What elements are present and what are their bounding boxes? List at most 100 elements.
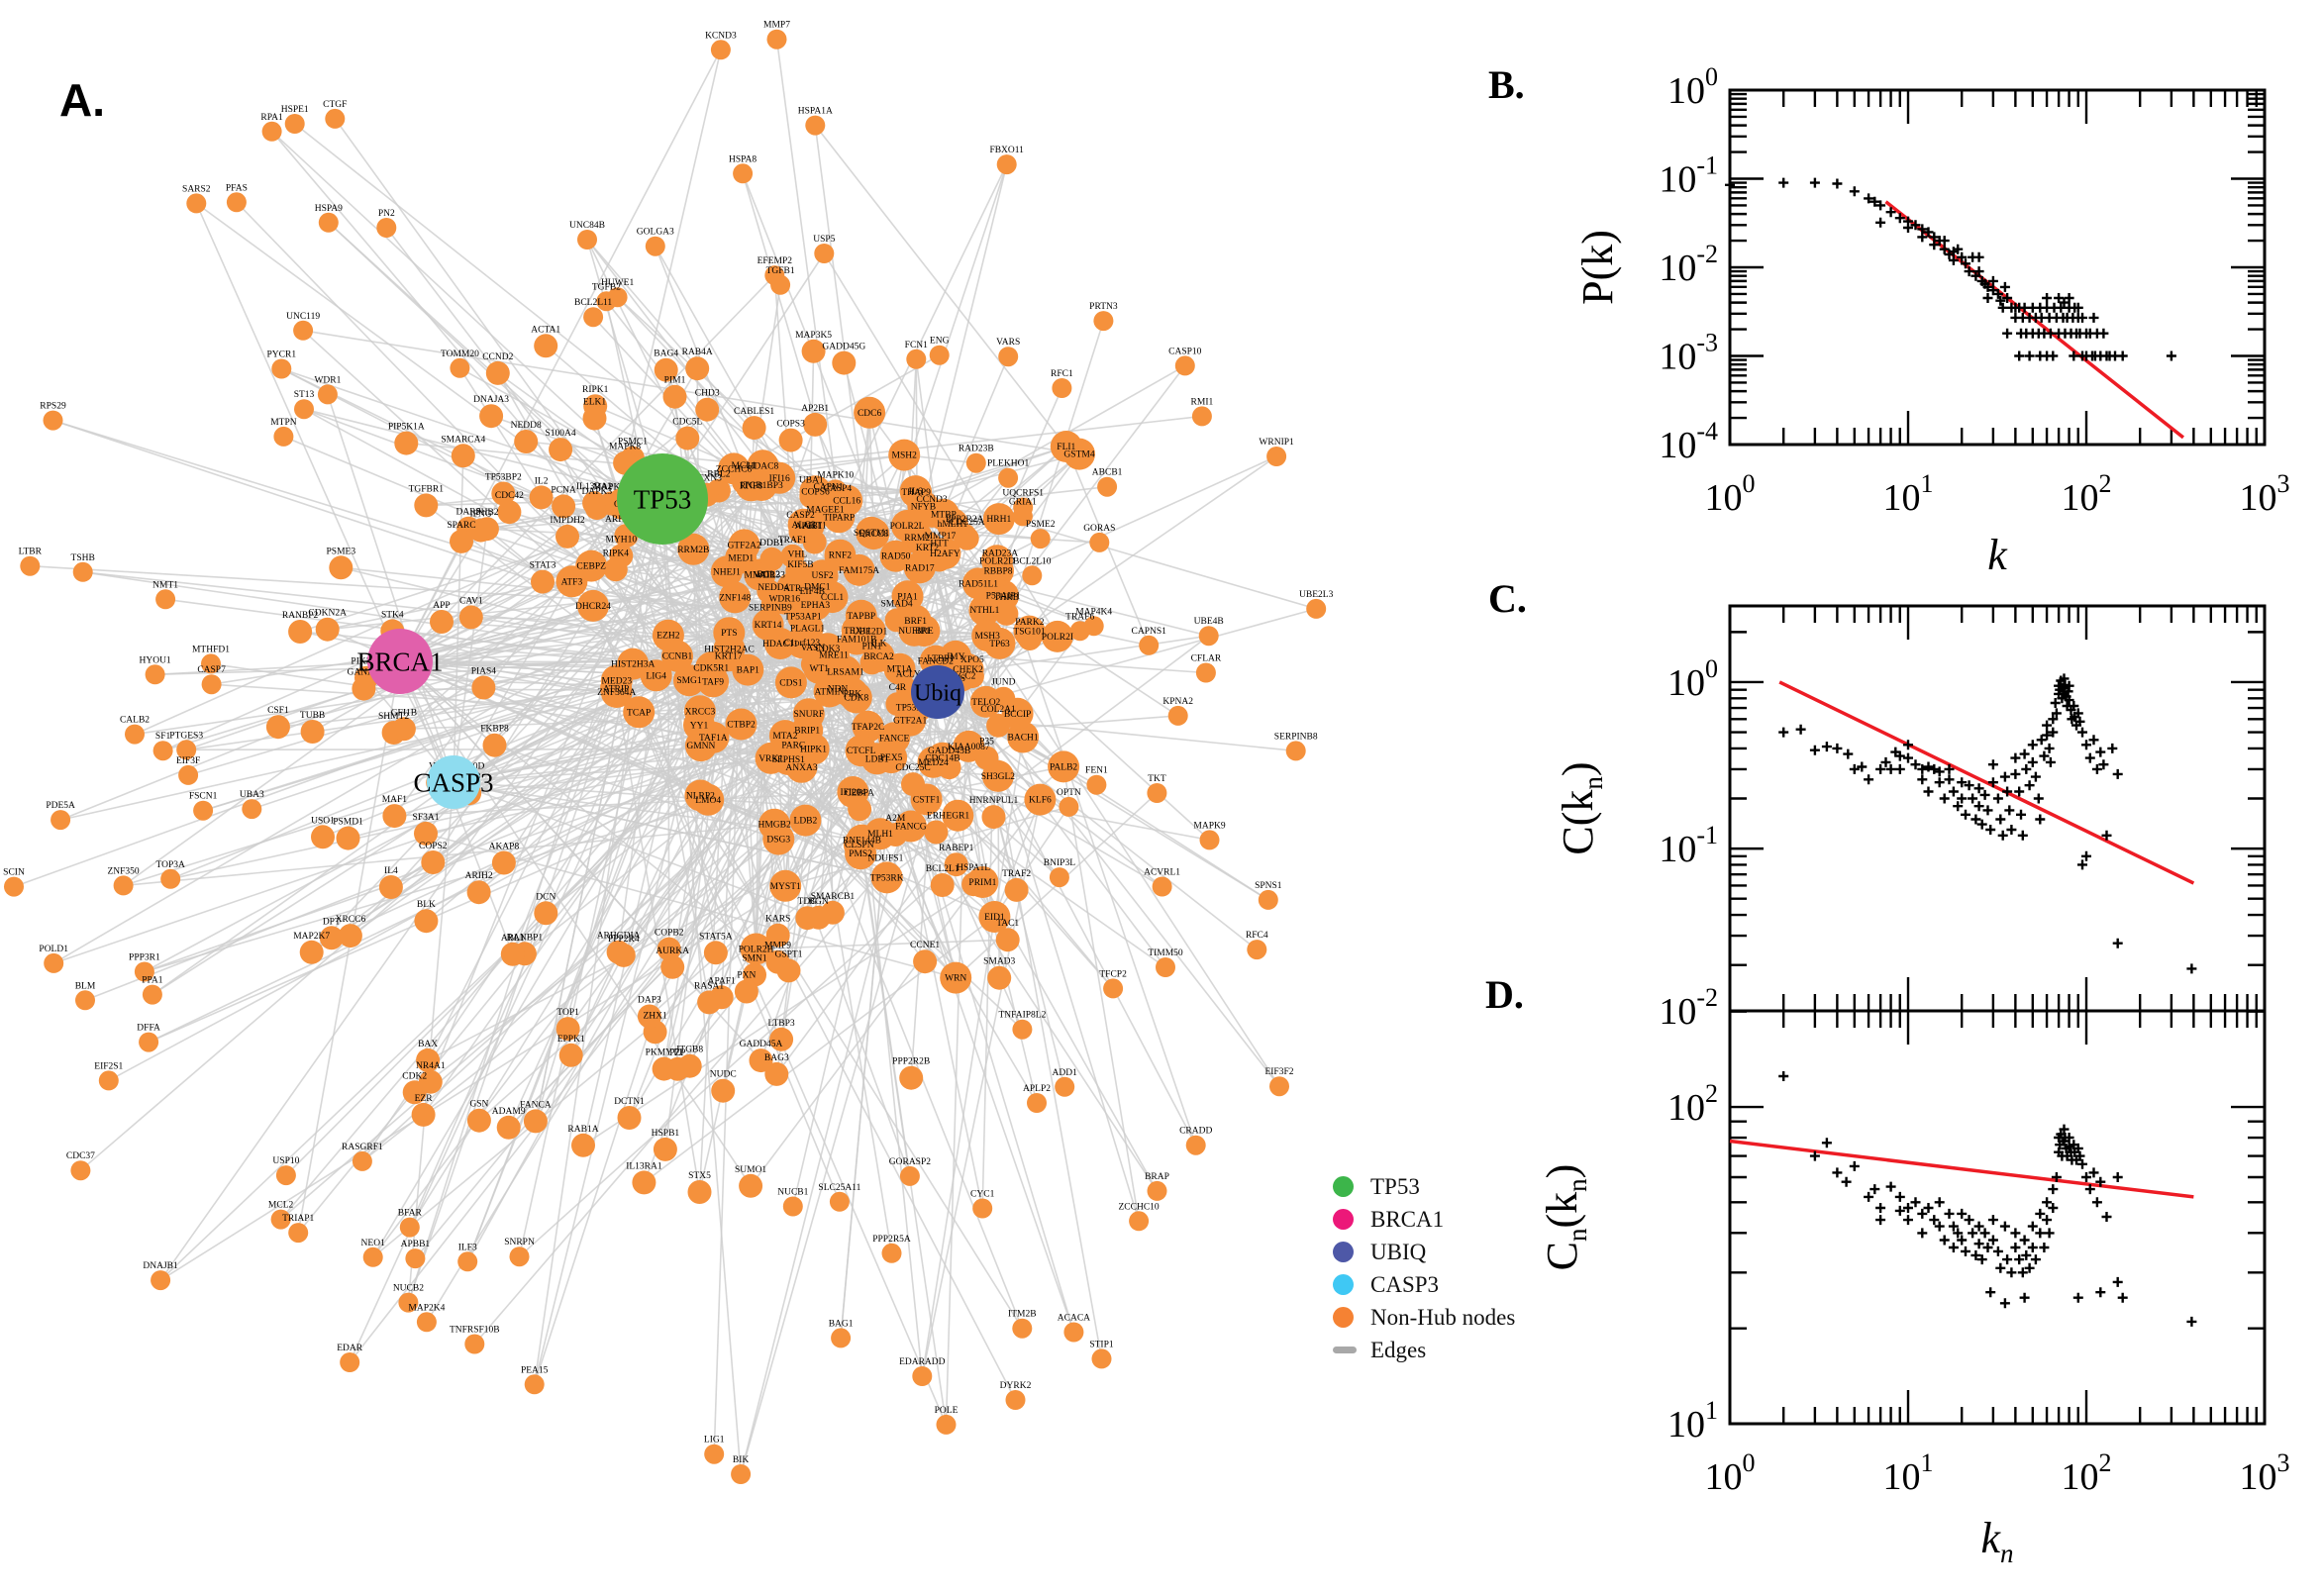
network-node (883, 823, 908, 847)
network-node (288, 1223, 309, 1244)
node-label: ZNF350 (107, 866, 139, 876)
node-label: BAX (418, 1040, 438, 1049)
scatter-points (1778, 673, 2197, 974)
node-label: ATR (783, 584, 802, 594)
hub-label: CASP3 (413, 767, 493, 797)
legend-label: UBIQ (1370, 1239, 1427, 1264)
node-label: FANCD2 (918, 657, 954, 667)
node-label: BRCA2 (863, 652, 894, 662)
node-label: HYOU1 (139, 655, 170, 665)
node-label: FLI1 (1057, 443, 1075, 452)
node-label: SCIN (3, 868, 25, 878)
node-label: HSPE1 (281, 105, 309, 115)
node-label: TUBB (300, 711, 325, 721)
network-node (695, 397, 720, 422)
network-node (450, 529, 473, 553)
node-label: HIST2H2AC (704, 646, 755, 655)
node-label: SMN1 (742, 954, 767, 964)
network-node (772, 744, 805, 775)
node-label: AURKA (656, 947, 689, 956)
node-label: DMC1 (804, 583, 831, 593)
network-node (577, 589, 609, 622)
network-node (1152, 876, 1172, 897)
node-label: KIF5B (787, 560, 813, 570)
network-node (986, 713, 1011, 738)
scatter-points (1778, 1071, 2197, 1327)
network-node (497, 500, 522, 525)
network-node (747, 449, 779, 482)
legend-label: BRCA1 (1370, 1206, 1445, 1232)
node-label: RIPK4 (603, 549, 630, 558)
node-label: SQSTM1 (854, 529, 890, 539)
node-label: BCL2L10 (1013, 556, 1052, 566)
node-label: RFC4 (1246, 931, 1268, 941)
node-label: USP10 (272, 1156, 299, 1166)
node-label: RAB1A (567, 1125, 598, 1135)
node-label: CCND2 (482, 352, 513, 362)
node-label: TELO2 (971, 698, 1000, 708)
network-node (450, 357, 470, 378)
network-node (376, 218, 397, 238)
node-label: CABLES1 (734, 407, 774, 417)
network-node (908, 615, 941, 648)
node-label: JUND (991, 678, 1015, 688)
node-label: PJA1 (897, 592, 918, 602)
node-label: ZHX1 (643, 1011, 667, 1021)
network-node (1103, 978, 1124, 999)
network-node (315, 617, 340, 642)
node-label: C1orf123 (784, 638, 821, 648)
network-node (995, 928, 1020, 952)
node-label: TKT (1148, 774, 1166, 784)
node-label: COL2A1 (980, 705, 1016, 715)
node-label: UBE2D1 (853, 627, 888, 637)
node-label: SMAD4 (880, 599, 912, 609)
network-node (1012, 1318, 1033, 1339)
node-label: APBB1 (401, 1240, 431, 1249)
node-label: APAF1 (708, 976, 736, 986)
node-label: EIF3F2 (1264, 1067, 1293, 1077)
node-label: ERH (927, 812, 946, 822)
node-label: RAD23A (982, 549, 1019, 559)
network-node (697, 665, 730, 698)
node-label: CDC25C (895, 763, 930, 773)
network-node (1086, 774, 1107, 795)
node-label: MSH2 (892, 451, 918, 461)
node-label: ANXA3 (785, 763, 817, 773)
network-node (1059, 796, 1079, 817)
node-label: RBL2 (707, 470, 730, 480)
node-label: RRM2B (677, 546, 709, 555)
tick-label: 103 (2240, 469, 2290, 519)
network-node (805, 115, 826, 136)
node-label: POLR2D (979, 556, 1015, 566)
node-label: CCL16 (833, 497, 860, 507)
node-label: WDR33 (754, 571, 785, 581)
node-label: BGN (809, 897, 829, 907)
node-label: SARS2 (182, 184, 211, 194)
node-label: PEA15 (521, 1365, 549, 1375)
node-label: HDAC11 (762, 640, 798, 649)
node-label: MYH10 (605, 535, 637, 545)
node-label: TAC1 (996, 919, 1019, 929)
network-node (1195, 662, 1216, 683)
ticks-layer (1730, 1010, 2265, 1424)
network-node (617, 1106, 642, 1130)
node-label: TNFRSF10B (450, 1326, 500, 1336)
network-node (382, 804, 407, 829)
node-label: TRIAP1 (282, 1214, 314, 1224)
node-label: MAPK11 (593, 483, 630, 493)
node-label: RPS29 (40, 402, 66, 412)
node-label: APLP2 (1023, 1084, 1051, 1094)
axis-label: C(kn​) (1554, 761, 1608, 854)
legend-label: Non-Hub nodes (1370, 1304, 1516, 1330)
node-label: WDR16 (768, 595, 800, 605)
network-node (797, 733, 830, 765)
node-label: HRH1 (986, 515, 1011, 525)
network-node (405, 1248, 426, 1269)
node-label: PPP2R5A (872, 1235, 911, 1245)
axis-frame (1728, 1009, 2267, 1426)
network-node (731, 1464, 752, 1484)
network-node (471, 675, 496, 700)
network-node (1069, 621, 1090, 642)
network-node (928, 540, 953, 564)
node-label: BAG1 (829, 1319, 854, 1329)
